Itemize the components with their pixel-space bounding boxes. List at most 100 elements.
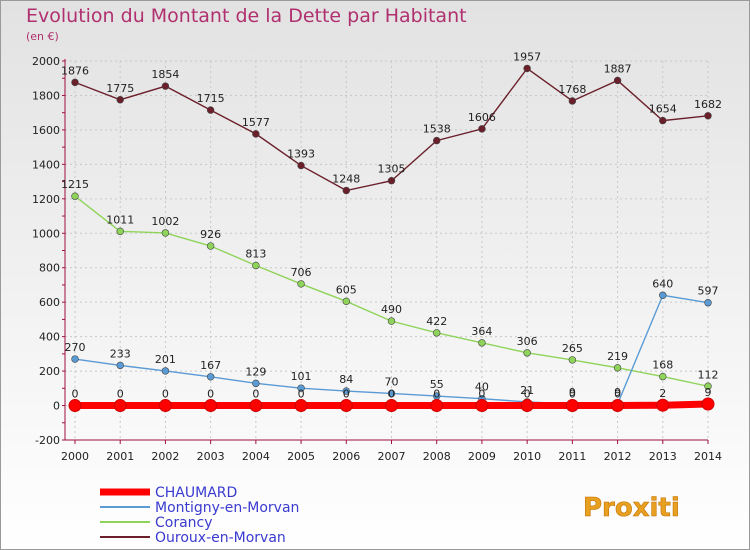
data-label-ouroux-en-morvan: 1538	[423, 123, 451, 136]
data-label-ouroux-en-morvan: 1577	[242, 116, 270, 129]
y-tick-label: 2000	[32, 55, 60, 68]
data-label-montigny-en-morvan: 201	[155, 353, 176, 366]
data-point-chaumard	[611, 399, 625, 413]
x-tick-label: 2010	[513, 450, 541, 463]
x-tick-label: 2011	[558, 450, 586, 463]
data-point-corancy	[161, 229, 170, 237]
data-point-montigny-en-morvan	[161, 367, 170, 375]
data-label-chaumard: 0	[524, 388, 531, 401]
data-point-montigny-en-morvan	[704, 298, 712, 307]
data-point-corancy	[659, 372, 667, 381]
data-label-ouroux-en-morvan: 1887	[604, 62, 632, 75]
data-label-corancy: 306	[517, 335, 538, 348]
data-label-chaumard: 0	[252, 388, 259, 401]
data-point-ouroux-en-morvan	[523, 64, 531, 73]
data-point-ouroux-en-morvan	[71, 78, 79, 87]
data-label-montigny-en-morvan: 129	[245, 365, 266, 378]
x-tick-label: 2007	[378, 450, 406, 463]
data-point-montigny-en-morvan	[71, 355, 79, 363]
data-label-ouroux-en-morvan: 1957	[513, 50, 541, 63]
data-label-chaumard: 0	[207, 388, 214, 401]
data-point-ouroux-en-morvan	[433, 136, 441, 145]
data-label-montigny-en-morvan: 9	[569, 386, 576, 399]
y-tick-label: 1800	[32, 89, 60, 102]
data-point-montigny-en-morvan	[116, 361, 124, 370]
data-point-corancy	[568, 356, 577, 364]
data-point-montigny-en-morvan	[206, 373, 215, 381]
data-label-ouroux-en-morvan: 1654	[649, 103, 677, 116]
data-label-ouroux-en-morvan: 1606	[468, 111, 496, 124]
data-label-corancy: 1002	[151, 215, 179, 228]
legend: CHAUMARDMontigny-en-MorvanCorancyOuroux-…	[100, 485, 299, 546]
y-tick-label: 1000	[32, 227, 60, 240]
data-point-montigny-en-morvan	[297, 384, 305, 392]
y-tick-label: 0	[53, 400, 60, 413]
data-point-corancy	[297, 280, 305, 288]
data-label-montigny-en-morvan: 84	[339, 373, 353, 386]
data-point-chaumard	[113, 399, 127, 413]
data-label-montigny-en-morvan: 597	[698, 285, 719, 298]
data-label-ouroux-en-morvan: 1305	[378, 163, 406, 176]
data-point-ouroux-en-morvan	[116, 96, 124, 104]
data-point-corancy	[523, 349, 531, 357]
data-point-chaumard	[520, 399, 534, 413]
data-point-chaumard	[204, 399, 218, 413]
data-point-ouroux-en-morvan	[704, 112, 712, 120]
data-label-chaumard: 0	[569, 388, 576, 401]
y-tick-label: 1200	[32, 193, 60, 206]
data-label-corancy: 1215	[61, 178, 89, 191]
data-label-corancy: 813	[245, 247, 266, 260]
data-label-ouroux-en-morvan: 1393	[287, 148, 315, 161]
data-label-montigny-en-morvan: 55	[430, 378, 444, 391]
data-label-montigny-en-morvan: 270	[65, 341, 86, 354]
data-point-ouroux-en-morvan	[297, 161, 305, 170]
data-point-ouroux-en-morvan	[252, 130, 260, 138]
y-tick-label: -200	[35, 434, 60, 447]
data-point-chaumard	[430, 399, 444, 413]
data-point-chaumard	[249, 399, 263, 413]
data-label-chaumard: 9	[705, 386, 712, 399]
data-point-chaumard	[385, 399, 398, 413]
data-label-chaumard: 0	[117, 388, 124, 401]
series-chaumard: 0 0 0 0 0 0 0 0 0 0 0 0 0 2 9	[68, 386, 715, 413]
data-label-corancy: 364	[471, 325, 492, 338]
data-label-montigny-en-morvan: 70	[385, 375, 399, 388]
data-label-montigny-en-morvan: 101	[291, 370, 312, 383]
x-tick-label: 2013	[649, 450, 677, 463]
data-label-ouroux-en-morvan: 1248	[332, 173, 360, 186]
data-point-chaumard	[339, 399, 353, 413]
data-point-chaumard	[475, 399, 489, 413]
data-point-corancy	[478, 339, 486, 347]
data-label-montigny-en-morvan: 167	[200, 359, 221, 372]
series-corancy: 1215 1011 1002 926 813 706 605 490 422 364 306 265 2…	[61, 178, 719, 390]
data-point-ouroux-en-morvan	[342, 186, 350, 195]
data-label-chaumard: 0	[72, 388, 79, 401]
x-tick-label: 2008	[423, 450, 451, 463]
data-point-ouroux-en-morvan	[659, 116, 667, 125]
data-point-corancy	[252, 261, 260, 270]
data-label-corancy: 490	[381, 303, 402, 316]
data-point-montigny-en-morvan	[252, 379, 260, 388]
data-point-chaumard	[701, 397, 715, 411]
data-label-corancy: 112	[698, 368, 719, 381]
axes: -200020040060080010001200140016001800200…	[32, 55, 722, 463]
data-point-chaumard	[68, 399, 82, 413]
data-point-ouroux-en-morvan	[206, 106, 215, 114]
chart-subtitle: (en €)	[26, 30, 59, 43]
data-label-chaumard: 0	[478, 388, 485, 401]
brand-logo-text: Proxiti	[583, 493, 680, 523]
legend-label-corancy: Corancy	[155, 515, 213, 531]
x-tick-label: 2004	[242, 450, 270, 463]
data-point-ouroux-en-morvan	[161, 82, 170, 90]
data-label-corancy: 265	[562, 342, 583, 355]
data-point-corancy	[387, 317, 396, 325]
x-tick-label: 2014	[694, 450, 722, 463]
data-point-chaumard	[158, 399, 172, 413]
data-label-corancy: 706	[291, 266, 312, 279]
y-tick-label: 800	[39, 262, 60, 275]
data-point-corancy	[71, 192, 79, 200]
data-point-chaumard	[565, 399, 579, 413]
data-point-corancy	[613, 364, 622, 372]
